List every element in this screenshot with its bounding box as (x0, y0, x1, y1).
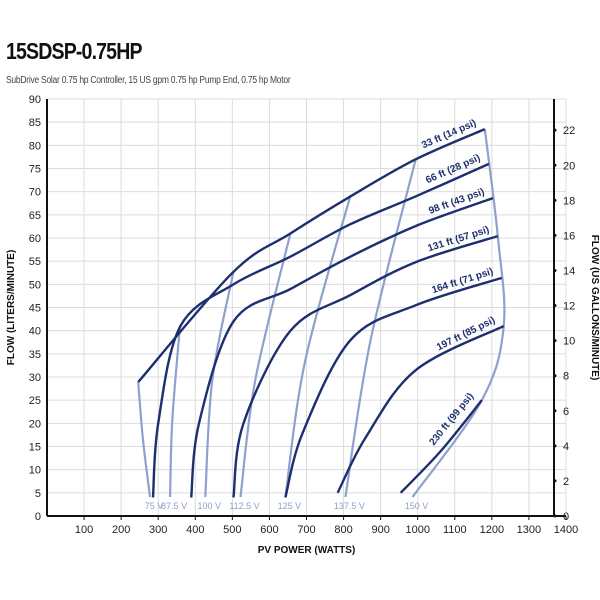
x-tick-label: 700 (297, 524, 315, 536)
y2-tick (553, 479, 557, 483)
y-tick-label: 65 (29, 210, 41, 222)
y2-tick (553, 233, 557, 237)
y-tick-label: 45 (29, 303, 41, 315)
y-tick-label: 35 (29, 349, 41, 361)
voltage-label: 125 V (278, 501, 302, 511)
chart-subtitle: SubDrive Solar 0.75 hp Controller, 15 US… (6, 75, 291, 86)
voltage-label: 137.5 V (334, 501, 365, 511)
x-tick-label: 1400 (554, 524, 578, 536)
y2-tick-label: 8 (563, 371, 569, 383)
head-curve (399, 399, 483, 494)
x-tick-label: 1200 (480, 524, 504, 536)
y-tick-label: 20 (29, 418, 41, 430)
y2-tick (553, 339, 557, 343)
voltage-curve (137, 382, 152, 498)
voltage-label: 87.5 V (161, 501, 187, 511)
voltage-label: 75 V (145, 501, 164, 511)
y2-tick (553, 163, 557, 167)
head-curve (284, 276, 503, 498)
y-tick-label: 85 (29, 117, 41, 129)
y2-tick-label: 14 (563, 265, 575, 277)
head-curve (137, 128, 486, 383)
x-axis-label: PV POWER (WATTS) (258, 545, 356, 556)
y-tick-label: 25 (29, 395, 41, 407)
y2-tick-label: 4 (563, 441, 569, 453)
y2-tick (553, 409, 557, 413)
y2-tick-label: 10 (563, 336, 575, 348)
head-curve (151, 162, 490, 498)
y-tick-label: 50 (29, 279, 41, 291)
y-tick-label: 60 (29, 233, 41, 245)
voltage-curve (168, 325, 182, 498)
chart-title: 15SDSP-0.75HP (6, 38, 143, 64)
y2-tick (553, 128, 557, 132)
x-tick-label: 1000 (405, 524, 429, 536)
y-tick-label: 70 (29, 187, 41, 199)
x-tick-label: 100 (75, 524, 93, 536)
y-tick-label: 30 (29, 372, 41, 384)
x-tick-label: 200 (112, 524, 130, 536)
head-curve (190, 197, 494, 498)
head-curve (232, 235, 499, 498)
y-tick-label: 55 (29, 256, 41, 268)
y2-tick-label: 0 (563, 511, 569, 523)
voltage-curve (239, 232, 292, 498)
y-tick-label: 75 (29, 164, 41, 176)
y-tick-label: 90 (29, 94, 41, 106)
x-tick-label: 600 (260, 524, 278, 536)
voltage-curve (411, 128, 506, 498)
y2-tick-label: 12 (563, 301, 575, 313)
voltage-label: 100 V (198, 501, 222, 511)
y-tick-label: 10 (29, 465, 41, 477)
voltage-curve (204, 271, 235, 498)
y2-tick (553, 374, 557, 378)
y2-axis-label: FLOW (US GALLONS/MINUTE) (589, 235, 600, 381)
y2-tick-label: 18 (563, 195, 575, 207)
voltage-curve (284, 194, 352, 498)
y2-tick-label: 16 (563, 230, 575, 242)
y-tick-label: 40 (29, 326, 41, 338)
y2-tick (553, 304, 557, 308)
y2-tick-label: 2 (563, 476, 569, 488)
y2-tick (553, 444, 557, 448)
y-tick-label: 80 (29, 140, 41, 152)
y2-tick-label: 22 (563, 125, 575, 137)
y-axis-label: FLOW (LITERS/MINUTE) (6, 250, 17, 366)
head-curve (336, 324, 505, 494)
voltage-label: 150 V (405, 501, 429, 511)
x-tick-label: 400 (186, 524, 204, 536)
head-curve-label: 66 ft (28 psi) (424, 153, 482, 187)
x-tick-label: 1100 (443, 524, 467, 536)
y-tick-label: 0 (35, 511, 41, 523)
head-curve-label: 164 ft (71 psi) (431, 266, 495, 296)
voltage-label: 112.5 V (229, 501, 259, 511)
y2-tick-label: 6 (563, 406, 569, 418)
head-curve-label: 131 ft (57 psi) (426, 225, 490, 255)
y2-tick (553, 268, 557, 272)
head-curve-label: 98 ft (43 psi) (427, 187, 486, 217)
x-tick-label: 800 (334, 524, 352, 536)
x-tick-label: 500 (223, 524, 241, 536)
y2-tick-label: 20 (563, 160, 575, 172)
x-tick-label: 300 (149, 524, 167, 536)
y-tick-label: 5 (35, 488, 41, 500)
y-tick-label: 15 (29, 442, 41, 454)
y2-tick (553, 514, 557, 518)
y2-tick (553, 198, 557, 202)
x-tick-label: 1300 (517, 524, 541, 536)
x-tick-label: 900 (371, 524, 389, 536)
